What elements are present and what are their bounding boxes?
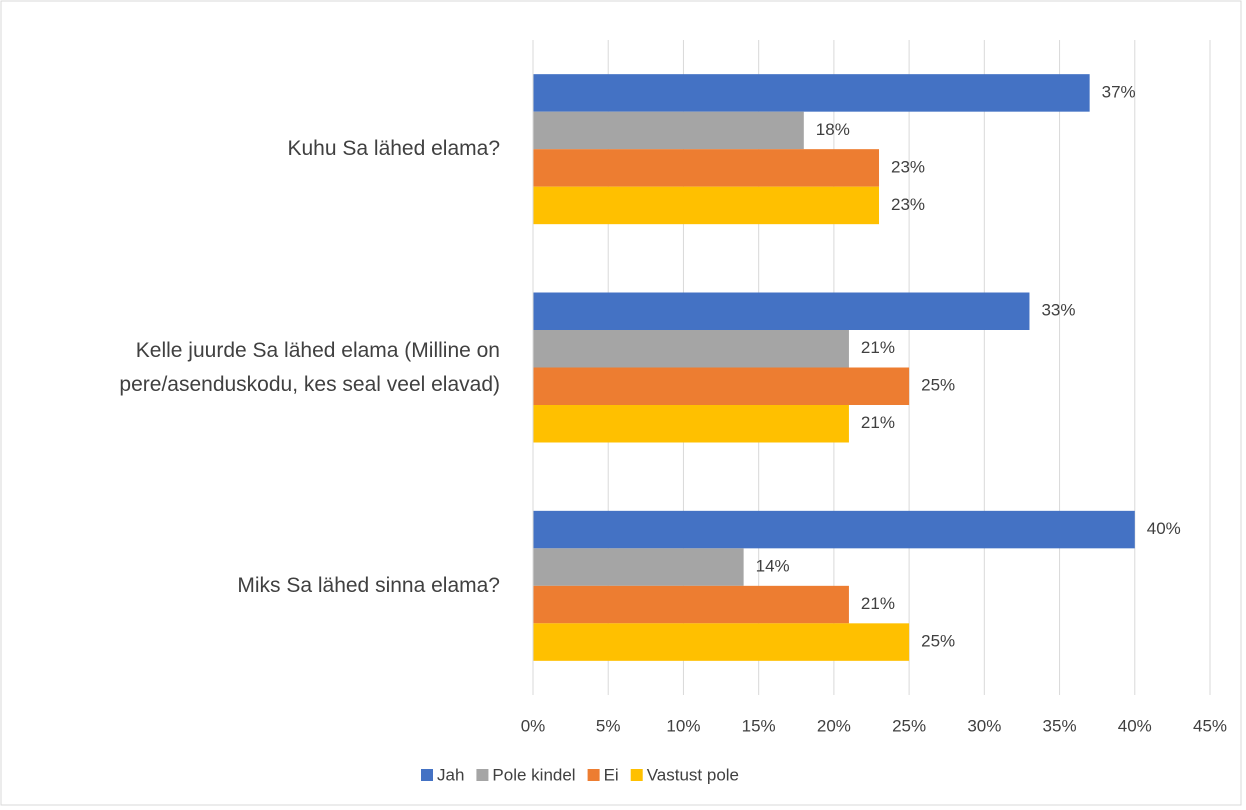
category-label: Miks Sa lähed sinna elama?	[237, 573, 500, 597]
data-label: 25%	[921, 632, 955, 651]
legend-swatch	[476, 769, 489, 781]
data-label: 23%	[891, 195, 925, 214]
legend-swatch	[421, 769, 433, 781]
bar	[533, 548, 744, 586]
x-tick-label: 35%	[1043, 716, 1077, 735]
data-label: 37%	[1102, 82, 1136, 101]
legend-swatch	[587, 769, 600, 781]
bar	[533, 186, 880, 225]
data-label: 33%	[1041, 301, 1075, 320]
x-tick-label: 45%	[1193, 716, 1227, 735]
legend-label: Vastust pole	[647, 765, 739, 784]
bar	[533, 149, 880, 187]
bar	[533, 367, 910, 405]
data-label: 14%	[756, 557, 790, 576]
legend-label: Pole kindel	[492, 765, 575, 784]
bar	[533, 292, 1030, 330]
bar	[533, 111, 804, 150]
x-tick-label: 30%	[967, 716, 1001, 735]
data-label: 40%	[1147, 519, 1181, 538]
legend-label: Jah	[437, 765, 464, 784]
data-label: 21%	[861, 338, 895, 357]
data-label: 23%	[891, 157, 925, 176]
bar	[533, 585, 849, 624]
x-tick-label: 0%	[521, 716, 546, 735]
x-tick-label: 40%	[1118, 716, 1152, 735]
x-tick-label: 5%	[596, 716, 621, 735]
data-label: 21%	[861, 594, 895, 613]
category-label: Kelle juurde Sa lähed elama (Milline on …	[119, 338, 500, 396]
bar	[533, 330, 849, 368]
x-tick-label: 20%	[817, 716, 851, 735]
category-label: Kuhu Sa lähed elama?	[287, 137, 501, 161]
bar	[533, 623, 910, 661]
x-tick-label: 15%	[742, 716, 776, 735]
legend-label: Ei	[604, 765, 619, 784]
bar	[533, 510, 1135, 549]
data-label: 18%	[816, 120, 850, 139]
bar	[533, 405, 849, 443]
x-tick-label: 10%	[666, 716, 700, 735]
data-label: 25%	[921, 376, 955, 395]
bar	[533, 74, 1090, 112]
data-label: 21%	[861, 413, 895, 432]
legend-swatch	[630, 769, 643, 781]
x-tick-label: 25%	[892, 716, 926, 735]
